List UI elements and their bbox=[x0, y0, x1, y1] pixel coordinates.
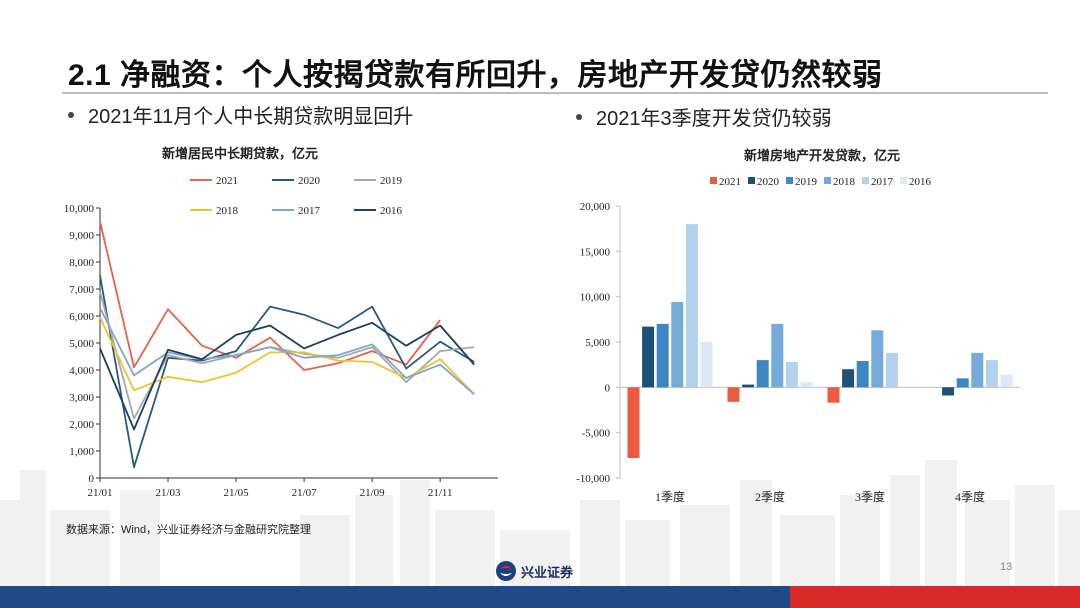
bar-2016-q4 bbox=[1000, 374, 1013, 388]
x-tick-label: 21/07 bbox=[292, 487, 318, 499]
bar-2017-q1 bbox=[685, 224, 698, 388]
y-tick-label: 5,000 bbox=[585, 337, 610, 349]
y-tick-label: 15,000 bbox=[580, 246, 611, 258]
y-tick-label: 8,000 bbox=[69, 257, 94, 269]
bar-2020-q4 bbox=[942, 387, 955, 396]
legend-swatch-2016 bbox=[900, 177, 907, 184]
x-category-label: 3季度 bbox=[855, 489, 885, 504]
y-tick-label: 0 bbox=[605, 382, 611, 394]
bar-2016-q1 bbox=[700, 342, 713, 388]
bullet-left-text: 2021年11月个人中长期贷款明显回升 bbox=[88, 106, 414, 128]
bar-2017-q3 bbox=[885, 352, 898, 388]
brand-logo: 兴业证券 bbox=[495, 558, 573, 584]
bar-2019-q2 bbox=[756, 360, 769, 388]
data-source-note: 数据来源：Wind，兴业证券经济与金融研究院整理 bbox=[66, 524, 312, 536]
legend-swatch-2019 bbox=[786, 177, 793, 184]
legend-label-2017: 2017 bbox=[298, 205, 321, 217]
y-tick-label: 9,000 bbox=[69, 230, 94, 242]
bar-2018-q3 bbox=[871, 330, 884, 388]
y-tick-label: -5,000 bbox=[582, 428, 611, 440]
chart-title: 新增居民中长期贷款，亿元 bbox=[162, 146, 318, 161]
bar-2021-q1 bbox=[627, 387, 640, 458]
chart-title: 新增房地产开发贷款，亿元 bbox=[744, 148, 900, 163]
x-tick-label: 21/09 bbox=[360, 487, 386, 499]
series-line-2020 bbox=[99, 275, 475, 469]
y-tick-label: -10,000 bbox=[576, 473, 610, 485]
y-tick-label: 6,000 bbox=[69, 311, 94, 323]
bar-2016-q2 bbox=[800, 381, 813, 388]
y-tick-label: 3,000 bbox=[69, 392, 94, 404]
brand-name: 兴业证券 bbox=[521, 565, 574, 581]
bullet-right: 2021年3季度开发贷仍较弱 bbox=[576, 102, 832, 131]
legend-label-2018: 2018 bbox=[833, 176, 856, 188]
legend-swatch-2021 bbox=[710, 177, 717, 184]
bullet-right-text: 2021年3季度开发贷仍较弱 bbox=[596, 108, 832, 130]
bar-2021-q3 bbox=[827, 387, 840, 403]
x-tick-label: 21/11 bbox=[428, 487, 453, 499]
skyline-background bbox=[0, 460, 1080, 586]
title-divider bbox=[62, 92, 1048, 94]
legend-label-2016: 2016 bbox=[909, 176, 932, 188]
bar-2017-q4 bbox=[985, 360, 998, 388]
y-tick-label: 10,000 bbox=[580, 292, 611, 304]
legend-swatch-2018 bbox=[824, 177, 831, 184]
bar-2021-q2 bbox=[727, 387, 740, 402]
x-tick-label: 21/01 bbox=[87, 487, 112, 499]
legend-label-2019: 2019 bbox=[795, 176, 818, 188]
x-category-label: 1季度 bbox=[655, 489, 685, 504]
legend-label-2021: 2021 bbox=[719, 176, 741, 188]
footer-bar-red bbox=[790, 586, 1080, 608]
bullet-dot bbox=[576, 113, 582, 120]
line-chart-household-loans: 新增居民中长期贷款，亿元 2021 2020 2019 2018 2017 2016 0 1,0… bbox=[64, 146, 498, 499]
page-number: 13 bbox=[1000, 561, 1013, 573]
legend-label-2020: 2020 bbox=[757, 176, 780, 188]
bar-2017-q2 bbox=[785, 361, 798, 388]
x-category-label: 4季度 bbox=[955, 489, 985, 504]
bar-2020-q2 bbox=[742, 384, 755, 388]
series-line-2017 bbox=[99, 307, 475, 395]
legend-label-2019: 2019 bbox=[380, 175, 403, 187]
legend-label-2021: 2021 bbox=[216, 175, 238, 187]
bar-2018-q1 bbox=[671, 302, 684, 388]
legend-label-2020: 2020 bbox=[298, 175, 321, 187]
bar-2019-q4 bbox=[956, 378, 969, 388]
bullet-dot bbox=[68, 111, 74, 118]
bullet-left: 2021年11月个人中长期贷款明显回升 bbox=[68, 100, 413, 129]
y-tick-label: 4,000 bbox=[69, 365, 94, 377]
bar-2020-q1 bbox=[642, 326, 655, 388]
bar-2019-q3 bbox=[856, 361, 869, 388]
y-tick-label: 20,000 bbox=[580, 201, 611, 213]
x-tick-label: 21/05 bbox=[224, 487, 250, 499]
bar-2018-q2 bbox=[771, 323, 784, 388]
legend-label-2018: 2018 bbox=[216, 205, 239, 217]
y-tick-label: 7,000 bbox=[69, 284, 94, 296]
legend-label-2017: 2017 bbox=[871, 176, 894, 188]
legend-label-2016: 2016 bbox=[380, 205, 403, 217]
bar-2018-q4 bbox=[971, 352, 984, 388]
y-tick-label: 1,000 bbox=[69, 446, 94, 458]
bar-2020-q3 bbox=[842, 369, 855, 388]
legend-swatch-2017 bbox=[862, 177, 869, 184]
y-tick-label: 10,000 bbox=[64, 203, 95, 215]
page-title: 2.1 净融资：个人按揭贷款有所回升，房地产开发贷仍然较弱 bbox=[68, 59, 883, 92]
bar-chart-developer-loans: 新增房地产开发贷款，亿元 2021 2020 2019 2018 2017 2016 -10,… bbox=[576, 148, 1020, 504]
brand-emblem-icon bbox=[496, 561, 516, 581]
bar-2019-q1 bbox=[656, 323, 669, 388]
x-category-label: 2季度 bbox=[755, 489, 785, 504]
y-tick-label: 0 bbox=[89, 473, 95, 485]
series-line-2016 bbox=[99, 321, 475, 431]
footer-bar-blue bbox=[0, 586, 790, 608]
x-tick-label: 21/03 bbox=[156, 487, 182, 499]
legend-swatch-2020 bbox=[748, 177, 755, 184]
series-line-2019 bbox=[99, 291, 475, 420]
y-tick-label: 2,000 bbox=[69, 419, 94, 431]
y-tick-label: 5,000 bbox=[69, 338, 94, 350]
